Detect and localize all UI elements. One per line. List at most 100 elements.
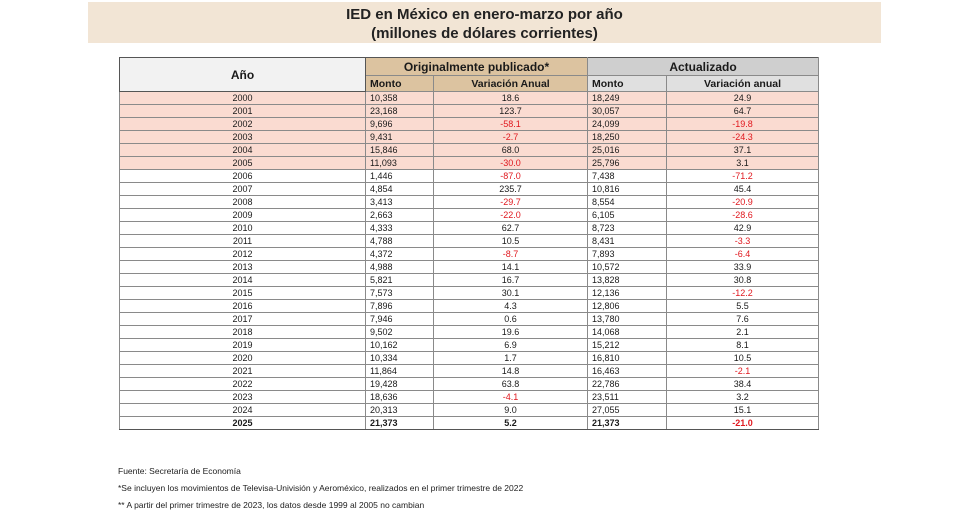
table-row: 2015 7,573 30.1 12,136 -12.2 [119,286,820,300]
year-cell: 2025 [119,416,366,430]
original-amount-cell: 7,896 [365,299,434,313]
header-updated-amount: Monto [587,75,668,92]
updated-amount-cell: 24,099 [587,117,668,131]
original-change-cell: 63.8 [432,377,589,391]
year-cell: 2021 [119,364,366,378]
updated-change-cell: 42.9 [666,221,820,235]
original-amount-cell: 7,946 [365,312,434,326]
updated-change-cell: -2.1 [666,364,820,378]
updated-change-cell: 3.1 [666,156,820,170]
updated-change-cell: 45.4 [666,182,820,196]
table-row: 2013 4,988 14.1 10,572 33.9 [119,260,820,274]
original-change-cell: 123.7 [432,104,589,118]
updated-amount-cell: 18,250 [587,130,668,144]
year-cell: 2008 [119,195,366,209]
year-cell: 2006 [119,169,366,183]
original-amount-cell: 4,988 [365,260,434,274]
year-cell: 2009 [119,208,366,222]
original-amount-cell: 1,446 [365,169,434,183]
updated-amount-cell: 25,796 [587,156,668,170]
header-original-group: Originalmente publicado* [364,57,589,76]
footnote-2: ** A partir del primer trimestre de 2023… [118,500,425,510]
table-row: 2023 18,636 -4.1 23,511 3.2 [119,390,820,404]
updated-change-cell: -28.6 [666,208,820,222]
original-amount-cell: 4,372 [365,247,434,261]
updated-amount-cell: 30,057 [587,104,668,118]
updated-amount-cell: 8,431 [587,234,668,248]
original-change-cell: 14.8 [432,364,589,378]
original-amount-cell: 9,502 [365,325,434,339]
updated-amount-cell: 13,828 [587,273,668,287]
table-row: 2019 10,162 6.9 15,212 8.1 [119,338,820,352]
updated-amount-cell: 14,068 [587,325,668,339]
original-amount-cell: 3,413 [365,195,434,209]
original-change-cell: -87.0 [432,169,589,183]
original-change-cell: 10.5 [432,234,589,248]
updated-change-cell: 38.4 [666,377,820,391]
table-row: 2014 5,821 16.7 13,828 30.8 [119,273,820,287]
year-cell: 2001 [119,104,366,118]
table-row: 2016 7,896 4.3 12,806 5.5 [119,299,820,313]
updated-amount-cell: 23,511 [587,390,668,404]
original-amount-cell: 10,334 [365,351,434,365]
year-cell: 2019 [119,338,366,352]
updated-change-cell: 8.1 [666,338,820,352]
updated-change-cell: -19.8 [666,117,820,131]
year-cell: 2010 [119,221,366,235]
original-change-cell: 0.6 [432,312,589,326]
original-amount-cell: 7,573 [365,286,434,300]
table-row: 2006 1,446 -87.0 7,438 -71.2 [119,169,820,183]
year-cell: 2007 [119,182,366,196]
updated-amount-cell: 10,816 [587,182,668,196]
original-amount-cell: 20,313 [365,403,434,417]
page-subtitle: (millones de dólares corrientes) [371,25,598,42]
table-row: 2011 4,788 10.5 8,431 -3.3 [119,234,820,248]
updated-change-cell: -71.2 [666,169,820,183]
year-cell: 2014 [119,273,366,287]
original-change-cell: 30.1 [432,286,589,300]
updated-amount-cell: 27,055 [587,403,668,417]
updated-amount-cell: 6,105 [587,208,668,222]
updated-change-cell: -24.3 [666,130,820,144]
year-cell: 2004 [119,143,366,157]
table-row: 2001 23,168 123.7 30,057 64.7 [119,104,820,118]
table-row: 2025 21,373 5.2 21,373 -21.0 [119,416,820,430]
year-cell: 2002 [119,117,366,131]
updated-amount-cell: 10,572 [587,260,668,274]
header-updated-change: Variación anual [666,75,820,92]
year-cell: 2011 [119,234,366,248]
year-cell: 2024 [119,403,366,417]
original-amount-cell: 9,431 [365,130,434,144]
header-year: Año [119,57,366,92]
table-row: 2002 9,696 -58.1 24,099 -19.8 [119,117,820,131]
year-cell: 2003 [119,130,366,144]
year-cell: 2015 [119,286,366,300]
original-change-cell: -22.0 [432,208,589,222]
updated-change-cell: -12.2 [666,286,820,300]
footnote-1: *Se incluyen los movimientos de Televisa… [118,483,524,493]
updated-change-cell: 37.1 [666,143,820,157]
updated-amount-cell: 12,136 [587,286,668,300]
original-amount-cell: 11,093 [365,156,434,170]
table-body: 2000 10,358 18.6 18,249 24.9 2001 23,168 123.7 3… [119,91,820,430]
source-note: Fuente: Secretaría de Economía [118,466,241,476]
title-banner: IED en México en enero-marzo por año (mi… [88,2,881,43]
updated-change-cell: 10.5 [666,351,820,365]
updated-amount-cell: 15,212 [587,338,668,352]
original-amount-cell: 4,333 [365,221,434,235]
original-change-cell: 235.7 [432,182,589,196]
table-row: 2010 4,333 62.7 8,723 42.9 [119,221,820,235]
original-change-cell: -2.7 [432,130,589,144]
year-cell: 2018 [119,325,366,339]
table-row: 2017 7,946 0.6 13,780 7.6 [119,312,820,326]
updated-change-cell: 64.7 [666,104,820,118]
updated-amount-cell: 16,463 [587,364,668,378]
table-row: 2007 4,854 235.7 10,816 45.4 [119,182,820,196]
original-change-cell: 9.0 [432,403,589,417]
updated-amount-cell: 13,780 [587,312,668,326]
table-row: 2005 11,093 -30.0 25,796 3.1 [119,156,820,170]
updated-change-cell: -3.3 [666,234,820,248]
original-amount-cell: 5,821 [365,273,434,287]
original-amount-cell: 4,854 [365,182,434,196]
updated-amount-cell: 22,786 [587,377,668,391]
